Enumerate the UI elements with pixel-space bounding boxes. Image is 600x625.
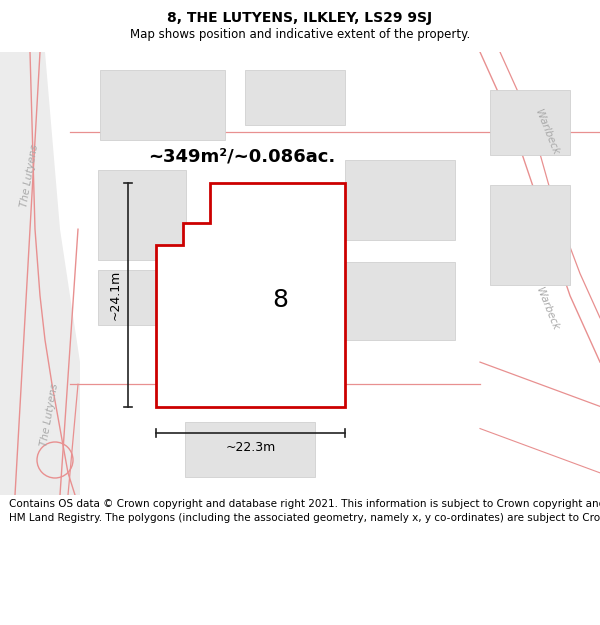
Text: ~349m²/~0.086ac.: ~349m²/~0.086ac. bbox=[148, 147, 335, 165]
Text: Warlbeck: Warlbeck bbox=[533, 107, 560, 156]
Text: Contains OS data © Crown copyright and database right 2021. This information is : Contains OS data © Crown copyright and d… bbox=[9, 499, 600, 523]
Text: 8, THE LUTYENS, ILKLEY, LS29 9SJ: 8, THE LUTYENS, ILKLEY, LS29 9SJ bbox=[167, 11, 433, 26]
Text: ~22.3m: ~22.3m bbox=[226, 441, 275, 454]
Text: ~24.1m: ~24.1m bbox=[109, 270, 122, 320]
Text: The Lutyens: The Lutyens bbox=[40, 383, 61, 448]
Bar bbox=[98, 170, 186, 260]
Bar bbox=[490, 90, 570, 155]
Polygon shape bbox=[156, 183, 345, 407]
Text: Map shows position and indicative extent of the property.: Map shows position and indicative extent… bbox=[130, 28, 470, 41]
Text: 8: 8 bbox=[272, 288, 288, 312]
Bar bbox=[245, 70, 345, 125]
Bar bbox=[185, 422, 315, 477]
Bar bbox=[345, 262, 455, 340]
Bar bbox=[100, 70, 225, 140]
Text: Warbeck: Warbeck bbox=[534, 286, 560, 332]
Bar bbox=[98, 270, 163, 325]
Bar bbox=[490, 185, 570, 285]
Bar bbox=[345, 160, 455, 240]
Text: The Lutyens: The Lutyens bbox=[20, 144, 40, 208]
Polygon shape bbox=[0, 52, 80, 495]
